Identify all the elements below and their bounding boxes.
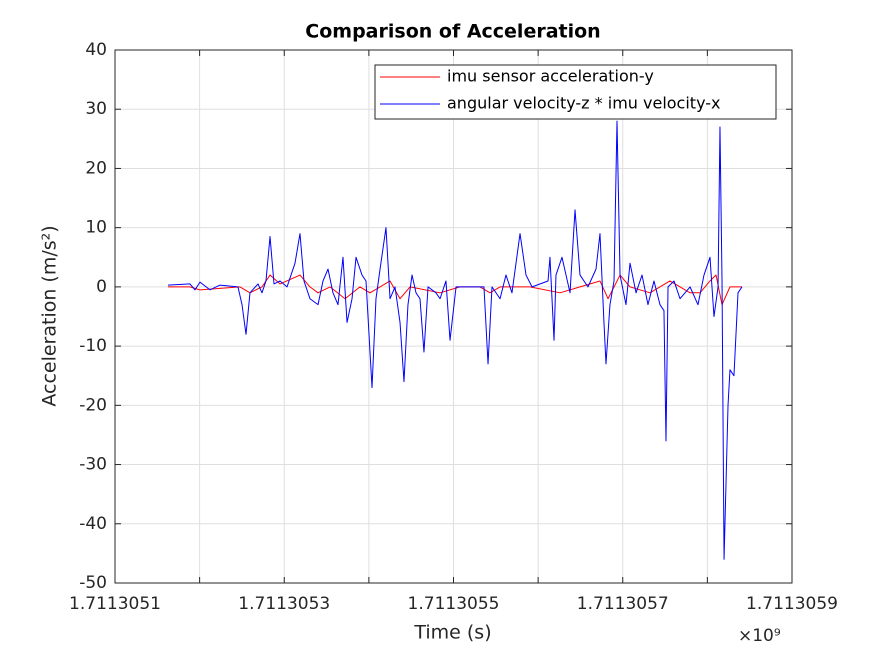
x-tick-label: 1.7113057 [577,594,669,614]
y-tick-label: -20 [79,395,107,415]
data-line [167,274,742,306]
chart-title: Comparison of Acceleration [305,21,600,43]
y-tick-label: 0 [96,277,107,297]
y-tick-label: -50 [79,573,107,593]
y-tick-label: -40 [79,514,107,534]
legend-box [374,64,777,120]
y-tick-label: 30 [85,99,107,119]
y-tick-label: -10 [79,336,107,356]
x-axis-label: Time (s) [413,622,491,644]
legend-label: angular velocity-z * imu velocity-x [447,94,721,113]
lines [167,120,743,560]
y-tick-label: 40 [85,40,107,60]
y-tick-label: -30 [79,455,107,475]
x-tick-label: 1.7113053 [238,594,330,614]
data-line [167,120,743,560]
x-tick-label: 1.7113059 [746,594,838,614]
y-tick-label: 20 [85,158,107,178]
x-exponent: ×10⁹ [738,626,781,646]
x-tick-label: 1.7113055 [408,594,500,614]
x-tick-label: 1.7113051 [69,594,161,614]
legend-label: imu sensor acceleration-y [447,67,654,86]
y-tick-label: 10 [85,218,107,238]
y-axis-label: Acceleration (m/s²) [39,225,61,406]
legend: imu sensor acceleration-y angular velocit… [374,64,777,120]
ticks: -50 -40 -30 -20 -10 0 10 20 30 40 1.7113051 1.71130… [69,40,838,614]
